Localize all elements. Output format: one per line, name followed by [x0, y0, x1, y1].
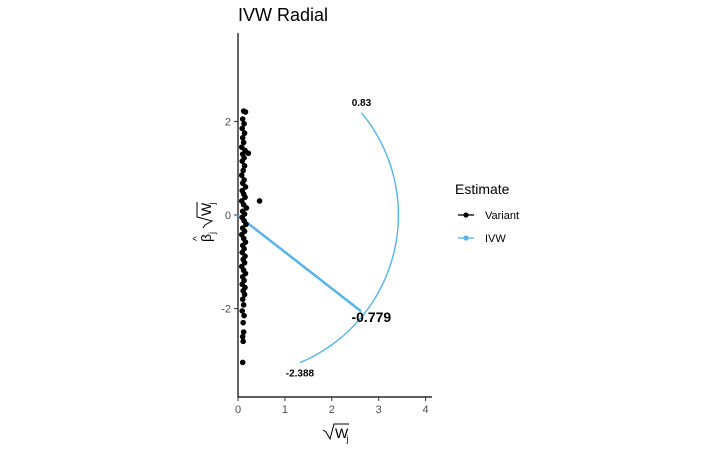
- svg-text:β: β: [198, 234, 214, 242]
- variant-point: [241, 130, 248, 136]
- legend-label: IVW: [485, 233, 506, 245]
- variant-point: [239, 333, 246, 340]
- svg-text:j: j: [346, 434, 349, 444]
- legend-item-variant: Variant: [458, 210, 519, 222]
- y-tick-label: 2: [225, 116, 231, 128]
- y-ticks: -2 0 2: [221, 116, 238, 316]
- arc-upper-label: 0.83: [352, 98, 372, 109]
- ivw-estimate-label: -0.779: [351, 309, 391, 325]
- svg-text:^: ^: [192, 236, 203, 241]
- x-tick-label: 2: [329, 404, 335, 416]
- variant-point: [240, 338, 246, 345]
- variant-point: [239, 308, 246, 314]
- variant-point: [242, 194, 248, 201]
- variant-point: [256, 198, 263, 204]
- legend: Estimate Variant IVW: [455, 181, 519, 245]
- svg-text:j: j: [207, 203, 217, 206]
- variant-point: [240, 139, 247, 146]
- legend-key-point: [463, 212, 469, 218]
- variant-point: [242, 109, 249, 115]
- variant-point: [240, 319, 246, 326]
- variant-point: [241, 163, 248, 169]
- variant-point: [242, 184, 249, 190]
- variant-point: [239, 125, 246, 132]
- x-tick-label: 4: [423, 404, 429, 416]
- variant-point: [243, 221, 249, 228]
- x-tick-label: 3: [376, 404, 382, 416]
- variant-point: [239, 158, 246, 164]
- variant-point: [239, 134, 246, 141]
- svg-text:j: j: [207, 232, 217, 235]
- y-axis-title: β ^ j W j: [192, 202, 217, 242]
- variant-point: [239, 296, 246, 303]
- ivw-arc: [299, 112, 400, 364]
- sqrt-symbol: [196, 202, 214, 229]
- variant-point: [241, 291, 248, 298]
- ivw-line-segment: [237, 214, 362, 312]
- legend-item-ivw: IVW: [458, 233, 506, 245]
- variant-point: [245, 150, 252, 157]
- ivw-line-segment: [237, 216, 362, 313]
- legend-key-point: [463, 235, 469, 241]
- variant-point: [240, 329, 247, 335]
- variant-point: [240, 167, 246, 174]
- x-ticks: 0 1 2 3 4: [235, 397, 429, 416]
- variant-points: [238, 108, 263, 366]
- ivw-line: [237, 214, 362, 313]
- svg-text:W: W: [198, 202, 214, 216]
- x-tick-label: 1: [282, 404, 288, 416]
- variant-point: [238, 172, 245, 179]
- legend-title: Estimate: [455, 181, 510, 197]
- x-axis-title: W j: [322, 423, 349, 444]
- variant-point: [239, 359, 246, 366]
- y-tick-label: 0: [225, 210, 231, 222]
- sqrt-symbol: [322, 423, 349, 441]
- plot-area: 0 1 2 3 4 -2 0 2 0.83 -2.388 -0.779: [221, 33, 432, 416]
- x-tick-label: 0: [235, 404, 241, 416]
- svg-text:W: W: [335, 425, 349, 441]
- variant-point: [241, 312, 247, 319]
- variant-point: [241, 120, 247, 127]
- variant-point: [240, 302, 247, 308]
- legend-label: Variant: [485, 210, 519, 222]
- y-tick-label: -2: [221, 304, 231, 316]
- chart-title: IVW Radial: [238, 5, 328, 25]
- variant-point: [239, 116, 246, 122]
- variant-point: [243, 205, 250, 211]
- arc-lower-label: -2.388: [286, 369, 315, 380]
